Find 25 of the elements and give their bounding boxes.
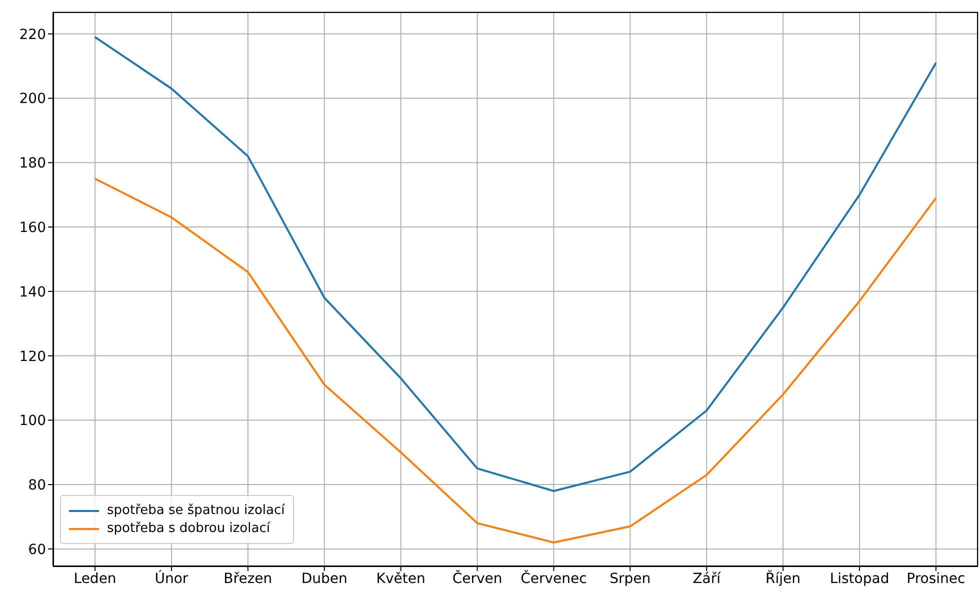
x-tick-label: Srpen bbox=[610, 570, 651, 587]
x-tick-label: Listopad bbox=[830, 570, 890, 587]
legend-label: spotřeba s dobrou izolací bbox=[107, 521, 270, 536]
y-tick-label: 120 bbox=[19, 348, 46, 365]
x-tick-label: Červenec bbox=[520, 570, 587, 587]
x-tick-label: Prosinec bbox=[906, 570, 966, 587]
x-tick-label: Září bbox=[692, 570, 722, 587]
x-tick-label: Leden bbox=[74, 570, 116, 587]
line-series bbox=[94, 36, 937, 492]
y-tick-label: 180 bbox=[19, 156, 46, 172]
y-tick-label: 140 bbox=[19, 284, 46, 300]
legend-label: spotřeba se špatnou izolací bbox=[107, 503, 285, 518]
x-tick-label: Únor bbox=[154, 570, 188, 587]
x-tick-label: Červen bbox=[452, 570, 502, 587]
y-tick-label: 80 bbox=[28, 478, 46, 494]
x-tick-label: Březen bbox=[224, 570, 272, 587]
x-tick-label: Duben bbox=[301, 570, 348, 587]
y-tick-label: 100 bbox=[19, 413, 46, 430]
y-tick-label: 220 bbox=[19, 26, 46, 43]
y-tick-label: 60 bbox=[28, 542, 46, 558]
y-tick-label: 200 bbox=[19, 91, 46, 108]
x-tick-label: Říjen bbox=[766, 570, 801, 587]
line-series bbox=[94, 178, 937, 544]
x-tick-label: Květen bbox=[376, 570, 426, 587]
y-tick-label: 160 bbox=[19, 220, 46, 236]
